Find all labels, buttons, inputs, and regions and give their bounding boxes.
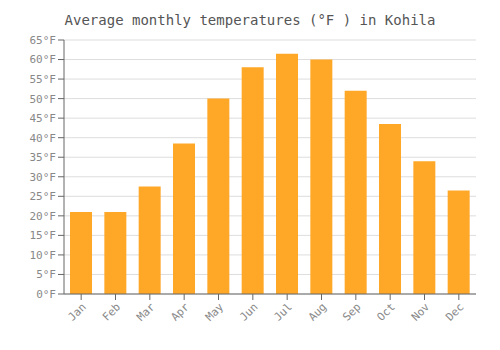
svg-text:Nov: Nov: [409, 300, 433, 324]
svg-text:45°F: 45°F: [30, 112, 57, 125]
svg-text:Dec: Dec: [443, 300, 466, 323]
svg-text:5°F: 5°F: [36, 268, 56, 281]
svg-text:May: May: [203, 300, 227, 324]
svg-text:Apr: Apr: [169, 300, 193, 324]
svg-text:65°F: 65°F: [30, 34, 57, 47]
svg-text:Jun: Jun: [237, 300, 260, 323]
svg-text:20°F: 20°F: [30, 210, 57, 223]
svg-text:40°F: 40°F: [30, 132, 57, 145]
svg-text:Feb: Feb: [100, 300, 123, 323]
svg-text:10°F: 10°F: [30, 249, 57, 262]
svg-text:35°F: 35°F: [30, 151, 57, 164]
html-text:Average monthly temperatures (: Average monthly temperatures (°F ) in Ko…: [64, 12, 436, 28]
svg-text:Mar: Mar: [134, 300, 158, 324]
svg-text:0°F: 0°F: [36, 288, 56, 301]
svg-text:Jul: Jul: [272, 300, 295, 323]
svg-text:Jan: Jan: [66, 300, 89, 323]
svg-text:Oct: Oct: [375, 300, 398, 323]
svg-text:25°F: 25°F: [30, 190, 57, 203]
svg-text:Sep: Sep: [340, 300, 363, 323]
svg-text:Aug: Aug: [306, 300, 329, 323]
svg-text:55°F: 55°F: [30, 73, 57, 86]
svg-text:30°F: 30°F: [30, 171, 57, 184]
svg-text:60°F: 60°F: [30, 53, 57, 66]
svg-text:50°F: 50°F: [30, 93, 57, 106]
svg-text:15°F: 15°F: [30, 229, 57, 242]
